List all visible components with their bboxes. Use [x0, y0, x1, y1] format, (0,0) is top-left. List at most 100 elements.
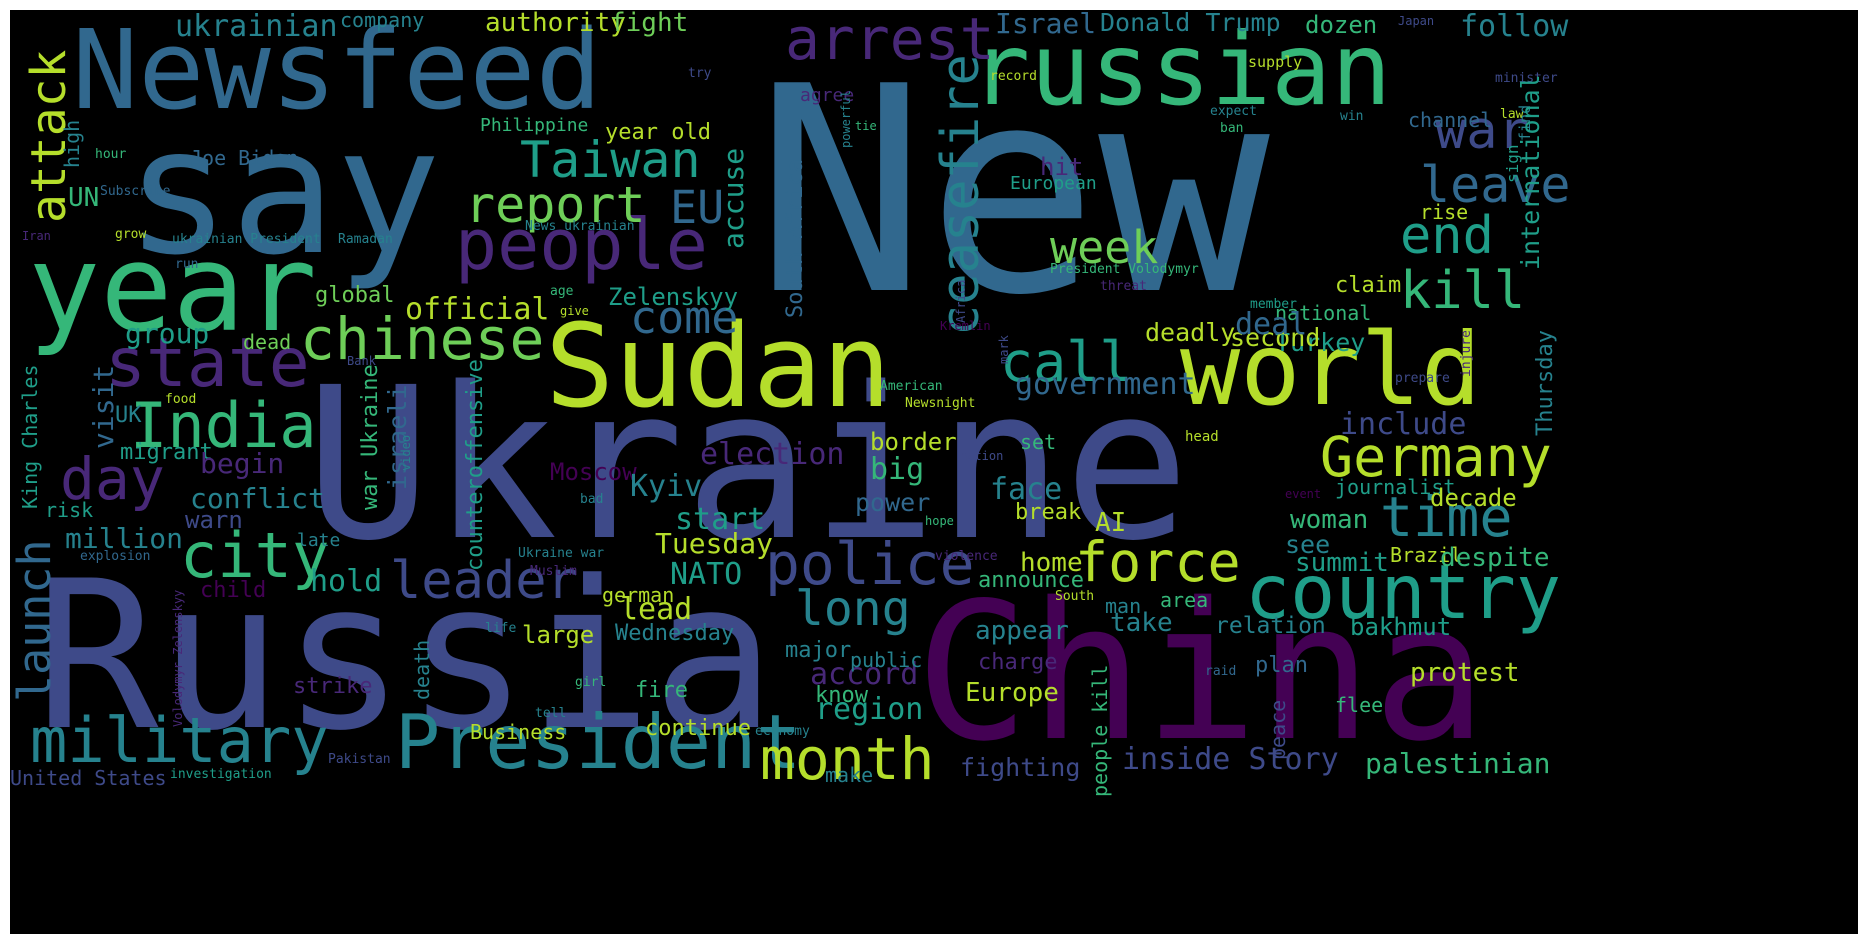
cloud-word: ban: [1220, 121, 1244, 136]
cloud-word: head: [1185, 429, 1219, 445]
cloud-word: migrant: [120, 440, 213, 465]
cloud-word: Brazil: [1390, 543, 1463, 567]
cloud-word: counteroffensive: [463, 359, 488, 572]
cloud-word: official: [405, 292, 550, 327]
cloud-word: rise: [1420, 200, 1469, 224]
cloud-word: power: [855, 488, 931, 517]
cloud-word: Europe: [965, 678, 1059, 708]
cloud-word: minister: [1495, 71, 1558, 86]
cloud-word: Sudan: [545, 300, 892, 434]
cloud-word: run: [175, 257, 199, 272]
cloud-word: fighting: [960, 753, 1081, 782]
cloud-word: record: [990, 69, 1037, 84]
cloud-word: russian: [970, 11, 1392, 128]
cloud-word: report: [465, 176, 646, 234]
cloud-word: woman: [1290, 505, 1369, 535]
cloud-word: war Ukraine: [358, 364, 383, 511]
cloud-word: South: [1055, 589, 1095, 604]
cloud-word: President: [395, 698, 802, 786]
cloud-word: plan: [1255, 653, 1308, 678]
cloud-word: UK: [115, 403, 142, 428]
cloud-word: home: [1020, 548, 1083, 578]
cloud-word: violence: [935, 549, 998, 564]
cloud-word: New: [755, 26, 1270, 358]
cloud-word: child: [200, 578, 267, 603]
cloud-word: Thursday: [1533, 329, 1558, 436]
cloud-word: law: [1500, 107, 1524, 122]
cloud-word: European: [1010, 173, 1097, 194]
cloud-word: public: [850, 648, 923, 672]
cloud-word: hour: [95, 147, 127, 162]
cloud-word: AI: [1095, 508, 1127, 538]
cloud-word: police: [765, 530, 975, 598]
cloud-word: mark: [997, 334, 1011, 364]
cloud-word: Subscribe: [100, 184, 171, 199]
cloud-word: economy: [755, 724, 810, 739]
cloud-word: expect: [1210, 104, 1257, 119]
cloud-word: break: [1015, 500, 1082, 525]
cloud-word: grow: [115, 227, 147, 242]
cloud-word: month: [760, 725, 935, 793]
cloud-word: raid: [1205, 664, 1237, 679]
cloud-word: explosion: [80, 549, 151, 564]
cloud-word: Iran: [22, 229, 51, 243]
cloud-word: Zelenskyy: [608, 283, 739, 311]
cloud-word: South Africa: [783, 159, 808, 319]
cloud-word: life: [485, 621, 517, 636]
cloud-word: announce: [978, 568, 1084, 593]
cloud-word: Ramadan: [338, 232, 393, 247]
cloud-word: dead: [243, 330, 292, 354]
cloud-word: Newsnight: [905, 396, 976, 411]
cloud-word: prepare: [1395, 371, 1450, 386]
cloud-word: come: [630, 291, 739, 344]
cloud-word: day: [60, 445, 165, 513]
cloud-word: major: [785, 638, 852, 663]
cloud-word: claim: [1335, 273, 1402, 298]
cloud-word: visit: [87, 364, 120, 449]
cloud-word: late: [297, 530, 341, 551]
cloud-word: Kyiv: [630, 469, 703, 504]
cloud-word: week: [1050, 221, 1159, 274]
cloud-word: Joe Biden: [190, 146, 299, 170]
cloud-word: begin: [200, 447, 285, 480]
cloud-word: India: [130, 389, 317, 462]
cloud-word: know: [815, 683, 868, 708]
cloud-word: give: [560, 304, 589, 318]
cloud-word: leave: [1420, 156, 1571, 214]
cloud-word: EU: [670, 181, 725, 234]
cloud-word: accuse: [717, 147, 750, 249]
cloud-word: journalist: [1335, 475, 1456, 499]
cloud-word: United States: [10, 766, 167, 790]
cloud-word: people kill: [1088, 664, 1112, 797]
cloud-word: Turkey: [1275, 328, 1366, 357]
cloud-word: American: [880, 379, 943, 394]
cloud-word: Newsfeed: [72, 10, 602, 134]
cloud-word: video: [399, 434, 413, 471]
cloud-word: fire: [635, 678, 688, 703]
cloud-word: China: [915, 562, 1487, 783]
cloud-word: threat: [1100, 279, 1147, 294]
cloud-word: tie: [855, 119, 877, 133]
cloud-word: death: [410, 639, 434, 700]
cloud-word: long: [795, 581, 911, 637]
cloud-word: high: [60, 119, 84, 168]
cloud-word: launch: [10, 539, 61, 702]
cloud-word: country: [1245, 548, 1562, 636]
cloud-word: group: [125, 317, 210, 350]
cloud-word: hold: [310, 564, 383, 599]
cloud-word: conflict: [190, 482, 325, 515]
cloud-word: Philippine: [480, 115, 589, 136]
cloud-word: agree: [800, 85, 855, 106]
word-cloud: New Ukraine Russia China say Newsfeed year Suda…: [10, 10, 1858, 934]
cloud-word: global: [315, 283, 395, 308]
cloud-word: people: [455, 204, 708, 286]
cloud-word: ukrainian President: [172, 232, 321, 247]
cloud-word: second: [1230, 323, 1321, 352]
cloud-word: Bank: [347, 354, 376, 368]
cloud-word: hit: [1040, 153, 1084, 181]
cloud-word: protest: [1410, 658, 1520, 688]
cloud-word: Israel: [995, 10, 1097, 40]
cloud-word: Ukraine war: [518, 546, 605, 561]
cloud-word: food: [165, 392, 197, 407]
cloud-word: relation: [1215, 613, 1326, 639]
